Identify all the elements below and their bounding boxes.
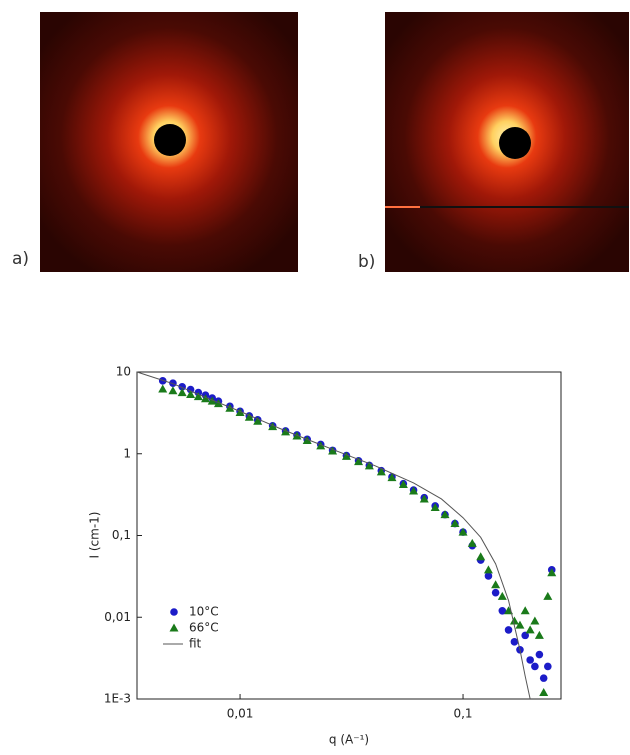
- legend-marker: [169, 623, 179, 632]
- data-point: [530, 616, 540, 625]
- data-point: [244, 412, 254, 421]
- data-point: [316, 441, 326, 450]
- data-point: [177, 388, 187, 397]
- y-tick-label: 1: [123, 446, 131, 460]
- data-point: [430, 503, 440, 512]
- y-tick-label: 0,01: [104, 610, 131, 624]
- panel-label: a): [12, 249, 29, 269]
- data-point: [515, 620, 525, 629]
- data-point: [376, 467, 386, 476]
- data-point: [520, 606, 530, 615]
- data-point: [521, 631, 529, 640]
- legend-marker: [170, 608, 178, 616]
- data-point: [387, 473, 397, 482]
- y-axis-label: I (cm-1): [88, 512, 102, 559]
- data-point: [510, 638, 519, 646]
- legend-label: 66°C: [189, 621, 219, 635]
- data-point: [328, 446, 338, 455]
- data-point: [281, 427, 291, 436]
- data-point: [476, 552, 486, 561]
- data-point: [467, 538, 477, 547]
- data-point: [450, 519, 460, 528]
- data-point: [504, 626, 513, 634]
- data-point: [531, 662, 539, 671]
- data-point: [253, 416, 263, 425]
- data-point: [341, 451, 351, 460]
- data-point: [526, 656, 534, 664]
- panel-label: b): [358, 252, 375, 272]
- data-point: [509, 616, 519, 625]
- data-point: [491, 580, 501, 589]
- data-point: [235, 407, 245, 416]
- beamstop: [499, 127, 531, 159]
- data-point: [193, 392, 203, 401]
- data-point: [535, 650, 544, 659]
- fit-line: [136, 371, 531, 700]
- x-tick-label: 0,1: [453, 707, 472, 721]
- data-point: [483, 565, 493, 574]
- data-point: [547, 568, 557, 577]
- y-tick-label: 0,1: [112, 528, 131, 542]
- data-point: [225, 403, 235, 412]
- data-point: [525, 625, 535, 634]
- data-point: [534, 630, 544, 639]
- legend-label: 10°C: [189, 605, 219, 619]
- data-point: [364, 461, 374, 470]
- data-point: [419, 494, 429, 503]
- beamstop: [154, 124, 186, 156]
- data-point: [491, 588, 500, 597]
- data-point: [497, 591, 507, 600]
- data-point: [543, 591, 553, 600]
- data-point: [213, 399, 223, 408]
- data-point: [354, 457, 364, 466]
- x-axis-label: q (A⁻¹): [329, 733, 369, 747]
- x-tick-label: 0,01: [227, 707, 254, 721]
- data-point: [484, 572, 493, 580]
- data-point: [302, 436, 312, 445]
- data-point: [268, 422, 278, 431]
- data-point: [168, 386, 178, 395]
- y-tick-label: 1E-3: [104, 692, 131, 706]
- legend-label: fit: [189, 637, 202, 651]
- data-point: [498, 606, 507, 615]
- data-point: [201, 394, 211, 403]
- data-point: [440, 510, 450, 519]
- data-point: [207, 396, 217, 405]
- data-point: [544, 662, 552, 671]
- y-tick-label: 10: [116, 365, 131, 379]
- data-point: [409, 486, 419, 495]
- data-point: [158, 384, 168, 393]
- data-point: [186, 390, 196, 399]
- data-point: [458, 527, 468, 536]
- data-point: [398, 480, 408, 489]
- data-point: [539, 688, 549, 697]
- data-point: [539, 674, 548, 682]
